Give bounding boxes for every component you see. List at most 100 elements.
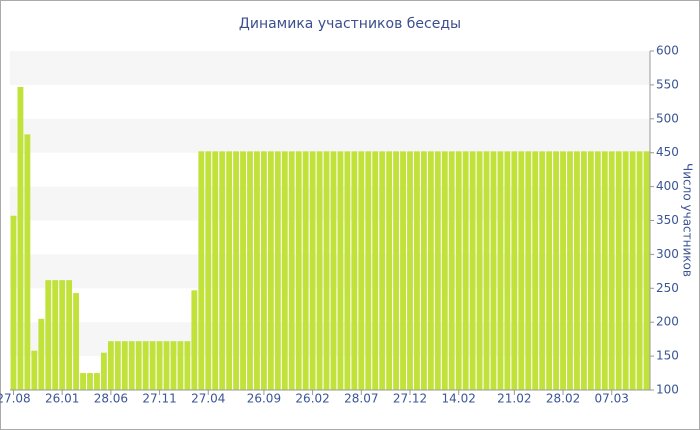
bar: [52, 280, 59, 390]
y-axis-label: Число участников: [681, 163, 695, 277]
bar: [546, 151, 553, 390]
bar: [295, 151, 302, 390]
bar: [254, 151, 260, 390]
bar: [448, 151, 455, 390]
bar: [608, 151, 615, 390]
grid-band: [10, 51, 650, 85]
bar: [156, 341, 163, 390]
bar: [219, 151, 226, 390]
y-tick-label: 450: [656, 145, 679, 159]
bar: [483, 151, 490, 390]
bar: [149, 341, 156, 390]
bar: [636, 151, 643, 390]
bar: [31, 350, 38, 390]
bar: [66, 280, 73, 390]
bar: [518, 151, 525, 390]
x-tick-label: 28.06: [94, 392, 128, 406]
bar: [247, 151, 253, 390]
bar: [17, 86, 24, 391]
bar: [94, 373, 100, 390]
bar: [309, 151, 316, 390]
x-tick-label: 26.09: [247, 392, 281, 406]
bar: [240, 151, 246, 390]
bar: [407, 151, 413, 390]
y-tick-label: 250: [656, 281, 679, 295]
bar: [212, 151, 219, 390]
bar: [553, 151, 560, 390]
bar: [87, 373, 93, 390]
bar: [163, 341, 170, 390]
bar: [142, 341, 149, 390]
bar: [400, 151, 406, 390]
bar: [233, 151, 240, 390]
bar: [316, 151, 323, 390]
bar: [379, 151, 386, 390]
bar: [177, 341, 184, 390]
bar: [351, 151, 358, 390]
bar: [615, 151, 622, 390]
bar: [73, 293, 80, 390]
bar: [59, 280, 66, 390]
bar: [511, 151, 518, 390]
bar: [198, 151, 205, 390]
x-tick-label: 27.08: [0, 392, 31, 406]
bar: [358, 151, 365, 390]
bar: [365, 151, 372, 390]
bar: [434, 151, 441, 390]
bar: [574, 151, 580, 390]
bar: [455, 151, 462, 390]
bar: [427, 151, 434, 390]
bar: [476, 151, 483, 390]
bar: [274, 151, 281, 390]
bar: [100, 352, 107, 390]
bar: [532, 151, 539, 390]
x-tick-label: 21.02: [497, 392, 531, 406]
y-tick-label: 200: [656, 315, 679, 329]
y-tick-label: 300: [656, 247, 679, 261]
bar: [135, 341, 142, 390]
bar: [128, 341, 135, 390]
bar: [260, 151, 267, 390]
bar: [80, 373, 86, 390]
x-tick-label: 14.02: [442, 392, 476, 406]
bar: [226, 151, 233, 390]
bar: [497, 151, 504, 390]
bar: [107, 341, 114, 390]
chart-title: Динамика участников беседы: [239, 16, 461, 32]
bar: [441, 151, 448, 390]
bar: [622, 151, 629, 390]
y-tick-label: 400: [656, 179, 679, 193]
y-tick-label: 350: [656, 213, 679, 227]
bar: [184, 341, 191, 390]
bar: [24, 134, 31, 390]
bar: [629, 151, 636, 390]
x-tick-label: 26.02: [295, 392, 329, 406]
x-tick-label: 28.07: [344, 392, 378, 406]
x-tick-label: 26.01: [45, 392, 79, 406]
bar: [330, 151, 337, 390]
y-tick-label: 550: [656, 77, 679, 91]
bar: [504, 151, 511, 390]
bar: [191, 290, 198, 390]
bar: [45, 280, 52, 390]
x-tick-label: 27.11: [142, 392, 176, 406]
bar: [525, 151, 532, 390]
bar: [393, 151, 400, 390]
bar: [38, 318, 45, 390]
bar: [567, 151, 573, 390]
bar: [539, 151, 546, 390]
y-tick-label: 150: [656, 349, 679, 363]
bar: [587, 151, 594, 390]
bar: [490, 151, 497, 390]
bar: [580, 151, 587, 390]
y-tick-label: 100: [656, 383, 679, 397]
bar: [420, 151, 427, 390]
bar: [601, 151, 608, 390]
bar: [10, 215, 17, 390]
bar: [643, 151, 650, 390]
bar: [281, 151, 288, 390]
bar: [594, 151, 601, 390]
bar: [462, 151, 469, 390]
